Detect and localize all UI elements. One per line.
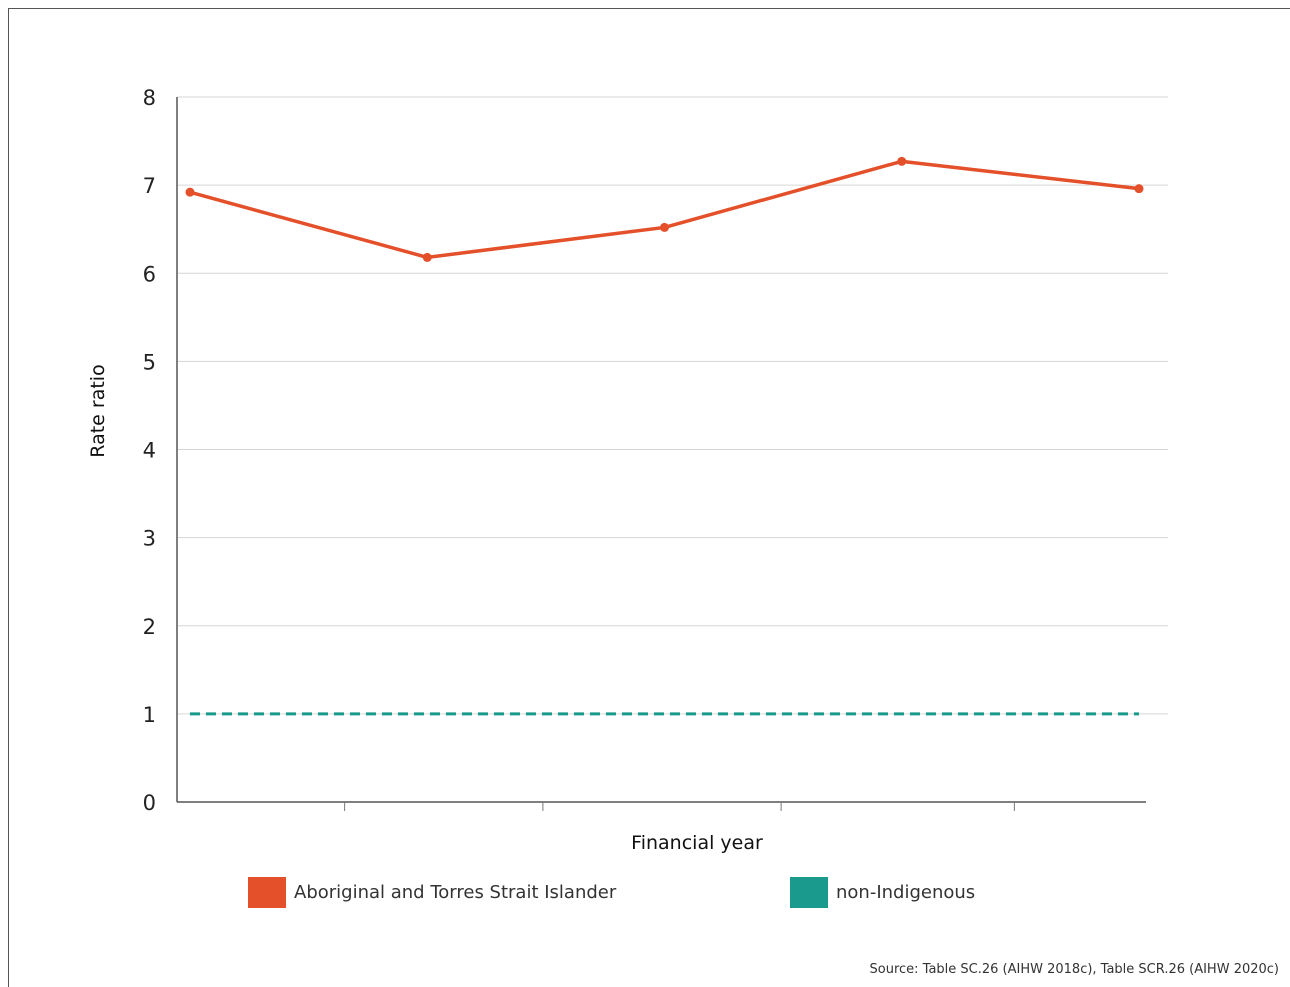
- source-note: Source: Table SC.26 (AIHW 2018c), Table …: [869, 962, 1280, 977]
- legend-swatch-non-indigenous: [790, 877, 828, 908]
- legend-swatch-aboriginal: [248, 877, 286, 908]
- y-tick-label-2: 2: [143, 615, 156, 639]
- y-axis-title: Rate ratio: [87, 364, 109, 457]
- y-tick-label-0: 0: [143, 791, 156, 815]
- series-0-point-4: [1134, 184, 1144, 194]
- legend-label-aboriginal: Aboriginal and Torres Strait Islander: [294, 882, 617, 903]
- legend-item-aboriginal: Aboriginal and Torres Strait Islander: [248, 877, 616, 908]
- chart-frame: [8, 8, 1290, 987]
- y-tick-label-5: 5: [143, 350, 156, 374]
- gridlines: [177, 96, 1168, 715]
- series-0-point-1: [422, 252, 432, 262]
- y-tick-label-6: 6: [143, 262, 156, 286]
- legend-label-non-indigenous: non-Indigenous: [836, 882, 976, 903]
- y-tick-label-1: 1: [143, 703, 156, 727]
- y-tick-label-7: 7: [143, 174, 156, 198]
- series-0-point-3: [897, 156, 907, 166]
- series-layer: [185, 156, 1144, 716]
- series-0-point-2: [660, 222, 669, 232]
- series-line-0: [189, 159, 1140, 260]
- y-tick-label-8: 8: [143, 86, 156, 110]
- y-tick-label-4: 4: [143, 439, 156, 463]
- series-0-point-0: [185, 187, 195, 197]
- y-axis-ticks: 0 1 2 3 4 5 6 7 8: [143, 86, 156, 815]
- x-axis-title: Financial year: [631, 832, 763, 854]
- axes: [176, 97, 1146, 811]
- y-tick-label-3: 3: [143, 527, 156, 551]
- legend-item-non-indigenous: non-Indigenous: [790, 877, 975, 908]
- legend: Aboriginal and Torres Strait Islander no…: [248, 877, 975, 908]
